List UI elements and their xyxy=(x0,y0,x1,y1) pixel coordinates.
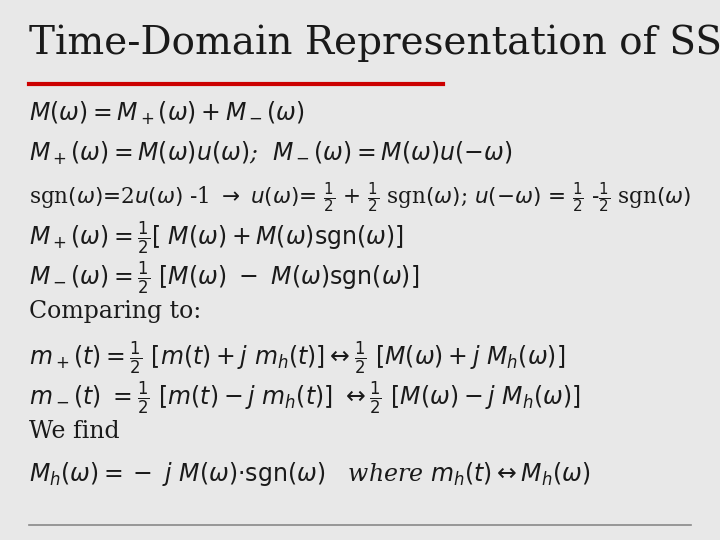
Text: $M_+(\omega) = M(\omega)u(\omega)$;  $M_-(\omega) = M(\omega)u(-\omega)$: $M_+(\omega) = M(\omega)u(\omega)$; $M_-… xyxy=(29,140,512,167)
Text: $M_h(\omega) = -\ j\ M(\omega){\cdot}\mathrm{sgn}(\omega)$   where $m_h(t)\leftr: $M_h(\omega) = -\ j\ M(\omega){\cdot}\ma… xyxy=(29,460,590,488)
Text: We find: We find xyxy=(29,420,120,443)
Text: $m_-(t)\ = \frac{1}{2}\ [m(t) - j\ m_h(t)]\ \leftrightarrow \frac{1}{2}\ [M(\ome: $m_-(t)\ = \frac{1}{2}\ [m(t) - j\ m_h(t… xyxy=(29,380,580,417)
Text: $M_-(\omega) = \frac{1}{2}\ [M(\omega)\ -\ M(\omega)\mathrm{sgn}(\omega)]$: $M_-(\omega) = \frac{1}{2}\ [M(\omega)\ … xyxy=(29,260,419,297)
Text: Time-Domain Representation of SSB (2/2): Time-Domain Representation of SSB (2/2) xyxy=(29,24,720,62)
Text: $M(\omega) = M_+(\omega) + M_-(\omega)$: $M(\omega) = M_+(\omega) + M_-(\omega)$ xyxy=(29,100,305,127)
Text: $M_+(\omega) = \frac{1}{2}[\ M(\omega) + M(\omega)\mathrm{sgn}(\omega)]$: $M_+(\omega) = \frac{1}{2}[\ M(\omega) +… xyxy=(29,220,404,257)
Text: $m_+(t) = \frac{1}{2}\ [m(t) + j\ m_h(t)] \leftrightarrow \frac{1}{2}\ [M(\omega: $m_+(t) = \frac{1}{2}\ [m(t) + j\ m_h(t)… xyxy=(29,340,565,377)
Text: Comparing to:: Comparing to: xyxy=(29,300,201,323)
Text: sgn$(\omega)$=2$u(\omega)$ -1 $\rightarrow$ $u(\omega)$= $\frac{1}{2}$ + $\frac{: sgn$(\omega)$=2$u(\omega)$ -1 $\rightarr… xyxy=(29,180,691,214)
